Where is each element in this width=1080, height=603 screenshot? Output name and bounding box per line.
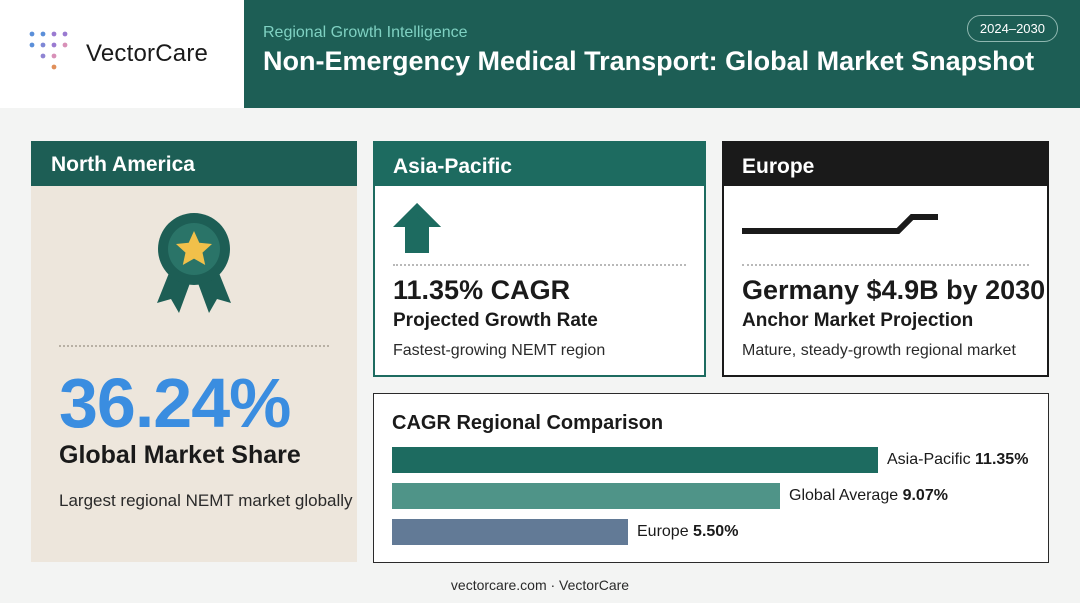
- bar-label: Europe 5.50%: [637, 523, 739, 540]
- header-banner: Regional Growth Intelligence Non-Emergen…: [244, 0, 1080, 108]
- year-range-badge: 2024–2030: [966, 15, 1058, 42]
- bar-global-average: [392, 483, 780, 509]
- market-share-label: Global Market Share: [59, 441, 301, 469]
- footer-text: vectorcare.com · VectorCare: [450, 577, 630, 593]
- arrow-up-icon: [393, 203, 441, 253]
- cagr-comparison-card: CAGR Regional Comparison Asia-Pacific 11…: [373, 393, 1049, 563]
- bar-label: Asia-Pacific 11.35%: [887, 451, 1029, 468]
- asia-pacific-description: Fastest-growing NEMT region: [393, 342, 606, 359]
- step-trend-icon: [742, 214, 938, 234]
- asia-pacific-title: Asia-Pacific: [375, 143, 704, 186]
- bar-label: Global Average 9.07%: [789, 487, 948, 504]
- europe-title: Europe: [724, 143, 1047, 186]
- bar-europe: [392, 519, 628, 545]
- bar-row-europe: Europe 5.50%: [392, 519, 738, 545]
- north-america-card: North America 36.24% Global Market Share…: [31, 141, 357, 562]
- asia-pacific-label: Projected Growth Rate: [393, 310, 598, 331]
- europe-description: Mature, steady-growth regional market: [742, 342, 1016, 359]
- brand-name: VectorCare: [86, 40, 209, 67]
- asia-pacific-cagr: 11.35% CAGR: [393, 275, 571, 305]
- bar-asia-pacific: [392, 447, 878, 473]
- bar-row-asia-pacific: Asia-Pacific 11.35%: [392, 447, 1028, 473]
- divider: [59, 345, 329, 347]
- market-share-value: 36.24%: [59, 364, 291, 442]
- europe-card: Europe Germany $4.9B by 2030 Anchor Mark…: [722, 141, 1049, 377]
- north-america-title: North America: [31, 141, 357, 186]
- divider: [742, 264, 1029, 266]
- award-ribbon-icon: [157, 213, 231, 313]
- asia-pacific-card: Asia-Pacific 11.35% CAGR Projected Growt…: [373, 141, 706, 377]
- comparison-title: CAGR Regional Comparison: [392, 412, 664, 434]
- page-title: Non-Emergency Medical Transport: Global …: [263, 46, 1035, 76]
- market-share-description: Largest regional NEMT market globally: [59, 491, 353, 510]
- header-kicker: Regional Growth Intelligence: [263, 24, 468, 41]
- europe-projection: Germany $4.9B by 2030: [742, 275, 1046, 305]
- brand-logo: VectorCare: [0, 0, 244, 108]
- divider: [393, 264, 686, 266]
- logo-dots-icon: [29, 31, 68, 70]
- bar-row-global-average: Global Average 9.07%: [392, 483, 948, 509]
- europe-label: Anchor Market Projection: [742, 310, 974, 331]
